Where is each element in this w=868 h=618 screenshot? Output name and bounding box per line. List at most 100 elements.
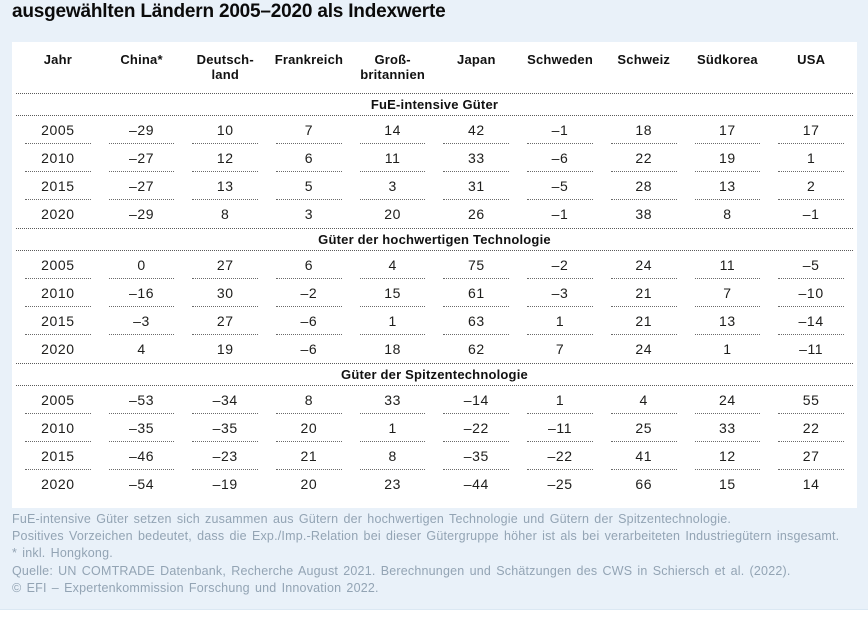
cell-text: 3 [359,172,426,200]
cell-text: 30 [192,279,259,307]
cell-text: 2020 [41,341,75,357]
value-cell: 41 [602,442,686,470]
cell-text: 1 [778,144,844,172]
value-cell: 22 [602,144,686,172]
value-cell: 18 [351,335,435,363]
cell-text: 24 [610,251,677,279]
cell-text: –27 [108,144,175,172]
cell-text: 55 [778,386,844,414]
column-header: Japan [457,52,496,67]
table-row: 2005 0 27 6 4 75 –2 24 11 –5 [16,251,853,279]
value-cell: –14 [769,307,853,335]
value-cell: 21 [602,279,686,307]
cell-text: 21 [276,442,342,470]
value-cell: –2 [518,251,602,279]
cell-text: –19 [212,476,238,492]
value-cell: –11 [518,414,602,442]
cell-text: 23 [384,476,402,492]
column-header: Jahr [43,52,72,67]
cell-text: 7 [555,341,565,357]
value-cell: 19 [686,144,770,172]
value-cell: 7 [686,279,770,307]
cell-text: –3 [527,279,593,307]
value-cell: –46 [100,442,184,470]
value-cell: 31 [434,172,518,200]
value-cell: 13 [686,172,770,200]
year-cell: 2015 [16,442,100,470]
cell-text: 1 [723,341,732,357]
value-cell: 63 [434,307,518,335]
value-cell: 12 [183,144,267,172]
cell-text: 5 [276,172,342,200]
cell-text: –14 [443,386,510,414]
cell-text: 20 [300,476,318,492]
value-cell: 7 [267,116,351,144]
value-cell: 1 [518,386,602,414]
cell-text: 15 [359,279,426,307]
value-cell: –23 [183,442,267,470]
value-cell: –29 [100,200,184,228]
value-cell: 62 [434,335,518,363]
cell-text: 24 [635,341,653,357]
value-cell: 1 [686,335,770,363]
table-header-row: Jahr China* Deutsch- land Frankreich Groß- b… [16,44,853,93]
cell-text: –22 [527,442,593,470]
cell-text: 1 [527,386,593,414]
value-cell: 21 [602,307,686,335]
cell-text: 25 [610,414,677,442]
cell-text: –1 [551,206,569,222]
value-cell: 17 [686,116,770,144]
cell-text: 8 [221,206,230,222]
value-cell: –11 [769,335,853,363]
value-cell: –19 [183,470,267,498]
cell-text: 4 [610,386,677,414]
footnote-line: FuE-intensive Güter setzen sich zusammen… [12,512,732,526]
cell-text: 22 [610,144,677,172]
cell-text: 7 [276,116,342,144]
section-title: FuE-intensive Güter [16,93,853,116]
year-cell: 2020 [16,470,100,498]
value-cell: 20 [351,200,435,228]
year-cell: 2005 [16,386,100,414]
cell-text: –29 [128,206,155,222]
column-header: Frankreich [274,52,344,67]
cell-text: –11 [527,414,593,442]
cell-text: –53 [108,386,175,414]
table-row: 2010 –35 –35 20 1 –22 –11 25 33 22 [16,414,853,442]
cell-text: 2010 [25,144,91,172]
year-cell: 2005 [16,116,100,144]
column-header: Schweiz [617,52,671,67]
cell-text: 66 [635,476,653,492]
cell-text: 21 [610,279,677,307]
value-cell: –16 [100,279,184,307]
cell-text: 26 [467,206,485,222]
cell-text: 27 [778,442,844,470]
cell-text: 19 [694,144,761,172]
value-cell: –1 [769,200,853,228]
cell-text: 2020 [41,206,75,222]
value-cell: 61 [434,279,518,307]
cell-text: 2005 [25,251,91,279]
value-cell: –22 [518,442,602,470]
cell-text: 62 [467,341,485,357]
value-cell: 8 [351,442,435,470]
column-header: USA [797,52,826,67]
value-cell: 14 [769,470,853,498]
value-cell: 17 [769,116,853,144]
value-cell: –3 [518,279,602,307]
value-cell: 19 [183,335,267,363]
value-cell: –10 [769,279,853,307]
cell-text: 6 [276,144,342,172]
value-cell: 11 [351,144,435,172]
cell-text: –6 [276,307,342,335]
value-cell: 12 [686,442,770,470]
cell-text: 13 [694,172,761,200]
value-cell: 42 [434,116,518,144]
cell-text: –2 [276,279,342,307]
year-cell: 2010 [16,414,100,442]
value-cell: 24 [602,251,686,279]
value-cell: 30 [183,279,267,307]
value-cell: –54 [100,470,184,498]
value-cell: –5 [518,172,602,200]
cell-text: 18 [610,116,677,144]
